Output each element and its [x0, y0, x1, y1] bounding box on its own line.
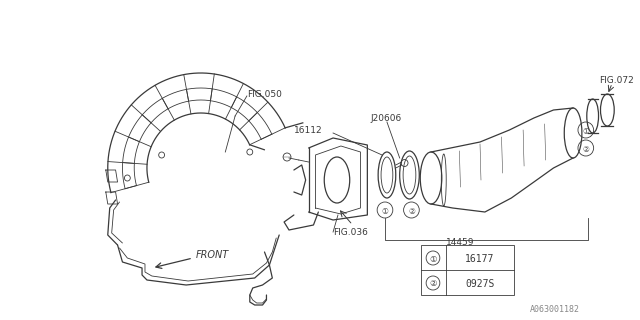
Text: ②: ② [582, 145, 589, 154]
Text: ②: ② [408, 206, 415, 215]
Text: 0927S: 0927S [465, 279, 495, 289]
Text: ①: ① [381, 206, 388, 215]
Text: ②: ② [429, 279, 436, 289]
Bar [421, 245, 515, 295]
Text: FRONT: FRONT [196, 250, 229, 260]
Text: 14459: 14459 [446, 237, 475, 246]
Text: ①: ① [582, 126, 589, 135]
Text: J20606: J20606 [371, 114, 401, 123]
Text: 16112: 16112 [294, 125, 323, 134]
Text: 16177: 16177 [465, 254, 495, 264]
Text: FIG.050: FIG.050 [247, 90, 282, 99]
Text: A063001182: A063001182 [530, 305, 580, 314]
Text: ①: ① [429, 254, 436, 263]
Text: FIG.072: FIG.072 [600, 76, 634, 84]
Text: FIG.036: FIG.036 [333, 228, 368, 236]
